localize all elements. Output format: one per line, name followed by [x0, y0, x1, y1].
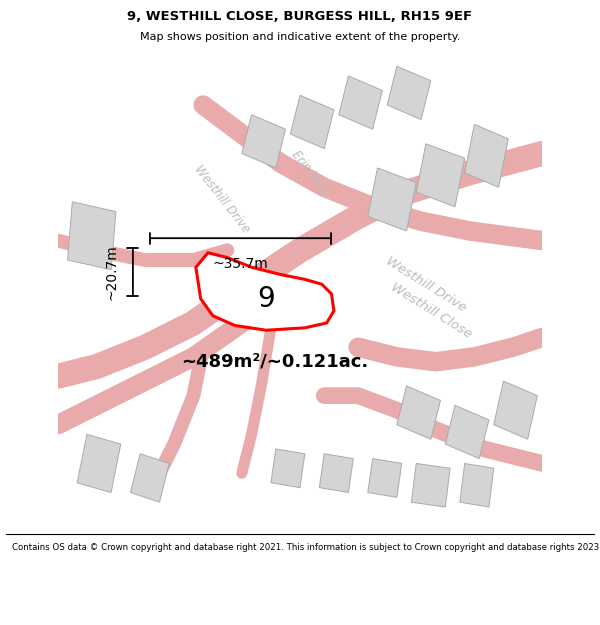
Text: ~35.7m: ~35.7m [213, 257, 269, 271]
Text: Contains OS data © Crown copyright and database right 2021. This information is : Contains OS data © Crown copyright and d… [12, 542, 600, 551]
Text: ~489m²/~0.121ac.: ~489m²/~0.121ac. [181, 352, 368, 371]
Polygon shape [290, 95, 334, 149]
Text: Map shows position and indicative extent of the property.: Map shows position and indicative extent… [140, 32, 460, 42]
Text: Westhill Drive: Westhill Drive [383, 254, 469, 314]
Polygon shape [445, 405, 489, 459]
Polygon shape [368, 459, 402, 498]
Text: 9, WESTHILL CLOSE, BURGESS HILL, RH15 9EF: 9, WESTHILL CLOSE, BURGESS HILL, RH15 9E… [127, 10, 473, 23]
Polygon shape [494, 381, 538, 439]
Text: ~20.7m: ~20.7m [104, 244, 118, 300]
Polygon shape [242, 115, 286, 168]
Polygon shape [232, 270, 286, 323]
Polygon shape [130, 454, 169, 503]
Polygon shape [196, 253, 334, 330]
Text: Westhill Drive: Westhill Drive [192, 163, 253, 236]
Polygon shape [397, 386, 440, 439]
Text: Westhill Close: Westhill Close [388, 281, 473, 341]
Polygon shape [319, 454, 353, 493]
Polygon shape [271, 449, 305, 488]
Polygon shape [464, 124, 508, 188]
Polygon shape [368, 168, 416, 231]
Polygon shape [412, 464, 450, 507]
Text: 9: 9 [257, 285, 275, 312]
Polygon shape [339, 76, 382, 129]
Text: Erin Way: Erin Way [289, 148, 331, 198]
Polygon shape [416, 144, 464, 207]
Polygon shape [77, 434, 121, 492]
Polygon shape [460, 464, 494, 507]
Polygon shape [67, 202, 116, 270]
Polygon shape [387, 66, 431, 119]
